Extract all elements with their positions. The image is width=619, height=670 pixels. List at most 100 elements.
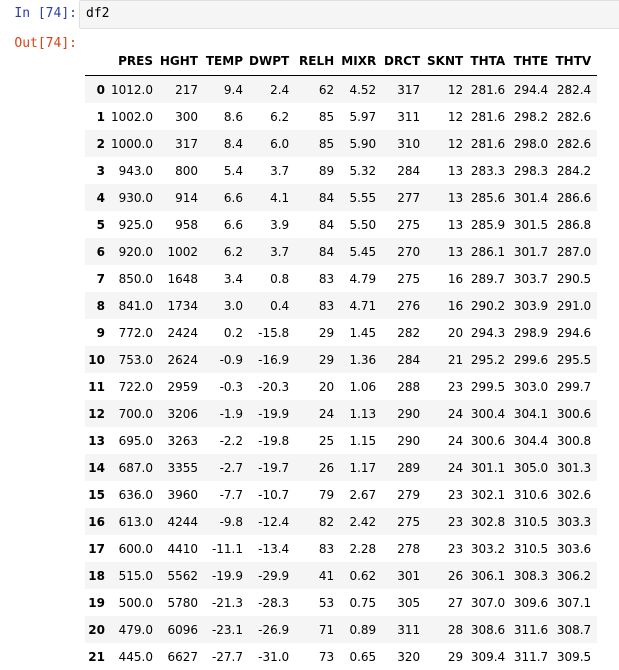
table-cell: 85: [295, 130, 340, 157]
table-cell: 24: [295, 400, 340, 427]
table-cell: 282.4: [554, 76, 597, 104]
table-cell: 1000.0: [111, 130, 159, 157]
table-cell: 303.3: [554, 508, 597, 535]
input-cell[interactable]: In [74]: df2: [0, 0, 619, 29]
table-cell: 281.6: [469, 76, 511, 104]
table-cell: 4244: [159, 508, 204, 535]
table-cell: 13: [426, 211, 469, 238]
table-cell: 84: [295, 211, 340, 238]
table-cell: 301.3: [554, 454, 597, 481]
table-cell: -23.1: [204, 616, 249, 643]
table-cell: 800: [159, 157, 204, 184]
row-index: 18: [85, 562, 111, 589]
table-cell: 302.6: [554, 481, 597, 508]
table-cell: 281.6: [469, 130, 511, 157]
table-cell: -21.3: [204, 589, 249, 616]
table-cell: 3.7: [249, 157, 295, 184]
table-cell: 29: [295, 346, 340, 373]
column-header: DRCT: [382, 47, 426, 76]
table-cell: 26: [295, 454, 340, 481]
table-cell: 4.52: [340, 76, 382, 104]
table-cell: 301.1: [469, 454, 511, 481]
code-text[interactable]: df2: [86, 6, 109, 22]
table-cell: 82: [295, 508, 340, 535]
table-cell: 636.0: [111, 481, 159, 508]
table-cell: 290.2: [469, 292, 511, 319]
table-cell: 304.4: [511, 427, 554, 454]
table-cell: -0.9: [204, 346, 249, 373]
table-cell: 23: [426, 481, 469, 508]
table-cell: -13.4: [249, 535, 295, 562]
row-index: 15: [85, 481, 111, 508]
table-cell: 4.79: [340, 265, 382, 292]
table-cell: 5.55: [340, 184, 382, 211]
table-cell: 958: [159, 211, 204, 238]
table-cell: 217: [159, 76, 204, 104]
table-cell: 24: [426, 400, 469, 427]
table-cell: 500.0: [111, 589, 159, 616]
column-header: THTV: [554, 47, 597, 76]
table-cell: 300.6: [469, 427, 511, 454]
table-cell: 71: [295, 616, 340, 643]
table-cell: 41: [295, 562, 340, 589]
table-cell: -31.0: [249, 643, 295, 670]
table-cell: 301.7: [511, 238, 554, 265]
table-cell: 13: [426, 184, 469, 211]
table-cell: 295.2: [469, 346, 511, 373]
table-cell: 5.90: [340, 130, 382, 157]
table-cell: 3206: [159, 400, 204, 427]
table-cell: 284: [382, 346, 426, 373]
table-cell: 6.0: [249, 130, 295, 157]
table-cell: -28.3: [249, 589, 295, 616]
table-cell: 925.0: [111, 211, 159, 238]
table-cell: 298.9: [511, 319, 554, 346]
table-cell: 6.6: [204, 211, 249, 238]
table-cell: 275: [382, 508, 426, 535]
table-cell: 301.4: [511, 184, 554, 211]
table-cell: 5.97: [340, 103, 382, 130]
table-cell: 13: [426, 238, 469, 265]
table-cell: -16.9: [249, 346, 295, 373]
table-cell: 310.5: [511, 508, 554, 535]
code-editor[interactable]: df2: [79, 0, 619, 29]
table-cell: -0.3: [204, 373, 249, 400]
table-cell: 20: [295, 373, 340, 400]
table-cell: 4.71: [340, 292, 382, 319]
row-index: 4: [85, 184, 111, 211]
table-cell: 0.62: [340, 562, 382, 589]
table-cell: 62: [295, 76, 340, 104]
table-cell: 772.0: [111, 319, 159, 346]
table-cell: 6627: [159, 643, 204, 670]
table-cell: 287.0: [554, 238, 597, 265]
table-cell: 2424: [159, 319, 204, 346]
table-cell: 24: [426, 427, 469, 454]
table-cell: -2.2: [204, 427, 249, 454]
column-header: HGHT: [159, 47, 204, 76]
table-cell: 309.6: [511, 589, 554, 616]
table-cell: 83: [295, 292, 340, 319]
row-index: 16: [85, 508, 111, 535]
table-cell: 695.0: [111, 427, 159, 454]
table-cell: 5.32: [340, 157, 382, 184]
table-cell: 304.1: [511, 400, 554, 427]
table-cell: 0.65: [340, 643, 382, 670]
table-cell: 275: [382, 211, 426, 238]
table-cell: 6.6: [204, 184, 249, 211]
table-cell: 753.0: [111, 346, 159, 373]
table-cell: 84: [295, 184, 340, 211]
table-cell: 288: [382, 373, 426, 400]
table-cell: 850.0: [111, 265, 159, 292]
table-cell: 305.0: [511, 454, 554, 481]
table-cell: 279: [382, 481, 426, 508]
table-cell: 311.6: [511, 616, 554, 643]
table-cell: 300.8: [554, 427, 597, 454]
